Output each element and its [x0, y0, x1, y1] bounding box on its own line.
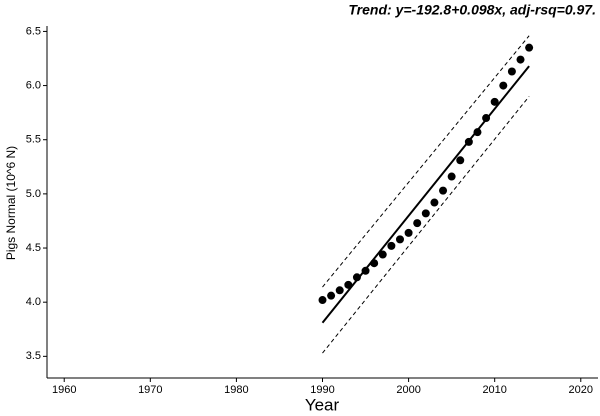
x-tick-label: 1960: [52, 384, 76, 396]
point: [352, 273, 361, 282]
point: [327, 291, 336, 300]
x-tick-label: 1990: [310, 384, 334, 396]
x-tick-label: 2020: [569, 384, 593, 396]
x-tick-label: 1980: [224, 384, 248, 396]
y-tick-label: 6.5: [26, 25, 41, 37]
point: [507, 67, 516, 76]
band-line: [322, 96, 530, 354]
point: [335, 286, 344, 295]
x-tick-label: 1970: [138, 384, 162, 396]
point: [387, 241, 396, 250]
point: [404, 228, 413, 237]
trend-line: [321, 65, 530, 324]
point: [516, 55, 525, 64]
point: [490, 97, 499, 106]
point: [447, 172, 456, 181]
point: [421, 209, 430, 218]
x-axis-label: Year: [305, 395, 340, 414]
y-tick-label: 4.5: [26, 242, 41, 254]
y-tick-label: 6.0: [26, 79, 41, 91]
y-tick-label: 4.0: [26, 296, 41, 308]
point: [378, 250, 387, 259]
x-tick-label: 2000: [396, 384, 420, 396]
point: [413, 219, 422, 228]
point: [439, 186, 448, 195]
point: [395, 235, 404, 244]
x-tick-label: 2010: [482, 384, 506, 396]
point: [456, 156, 465, 165]
point: [499, 81, 508, 90]
point: [525, 43, 534, 52]
y-tick-label: 5.5: [26, 134, 41, 146]
annotation: Trend: y=-192.8+0.098x, adj-rsq=0.97.: [348, 2, 596, 18]
y-tick-label: 5.0: [26, 188, 41, 200]
y-tick-label: 3.5: [26, 350, 41, 362]
point: [318, 296, 327, 305]
band-line: [322, 35, 530, 288]
point: [430, 198, 439, 207]
y-axis-label: Pigs Normal (10^6 N): [4, 146, 18, 260]
